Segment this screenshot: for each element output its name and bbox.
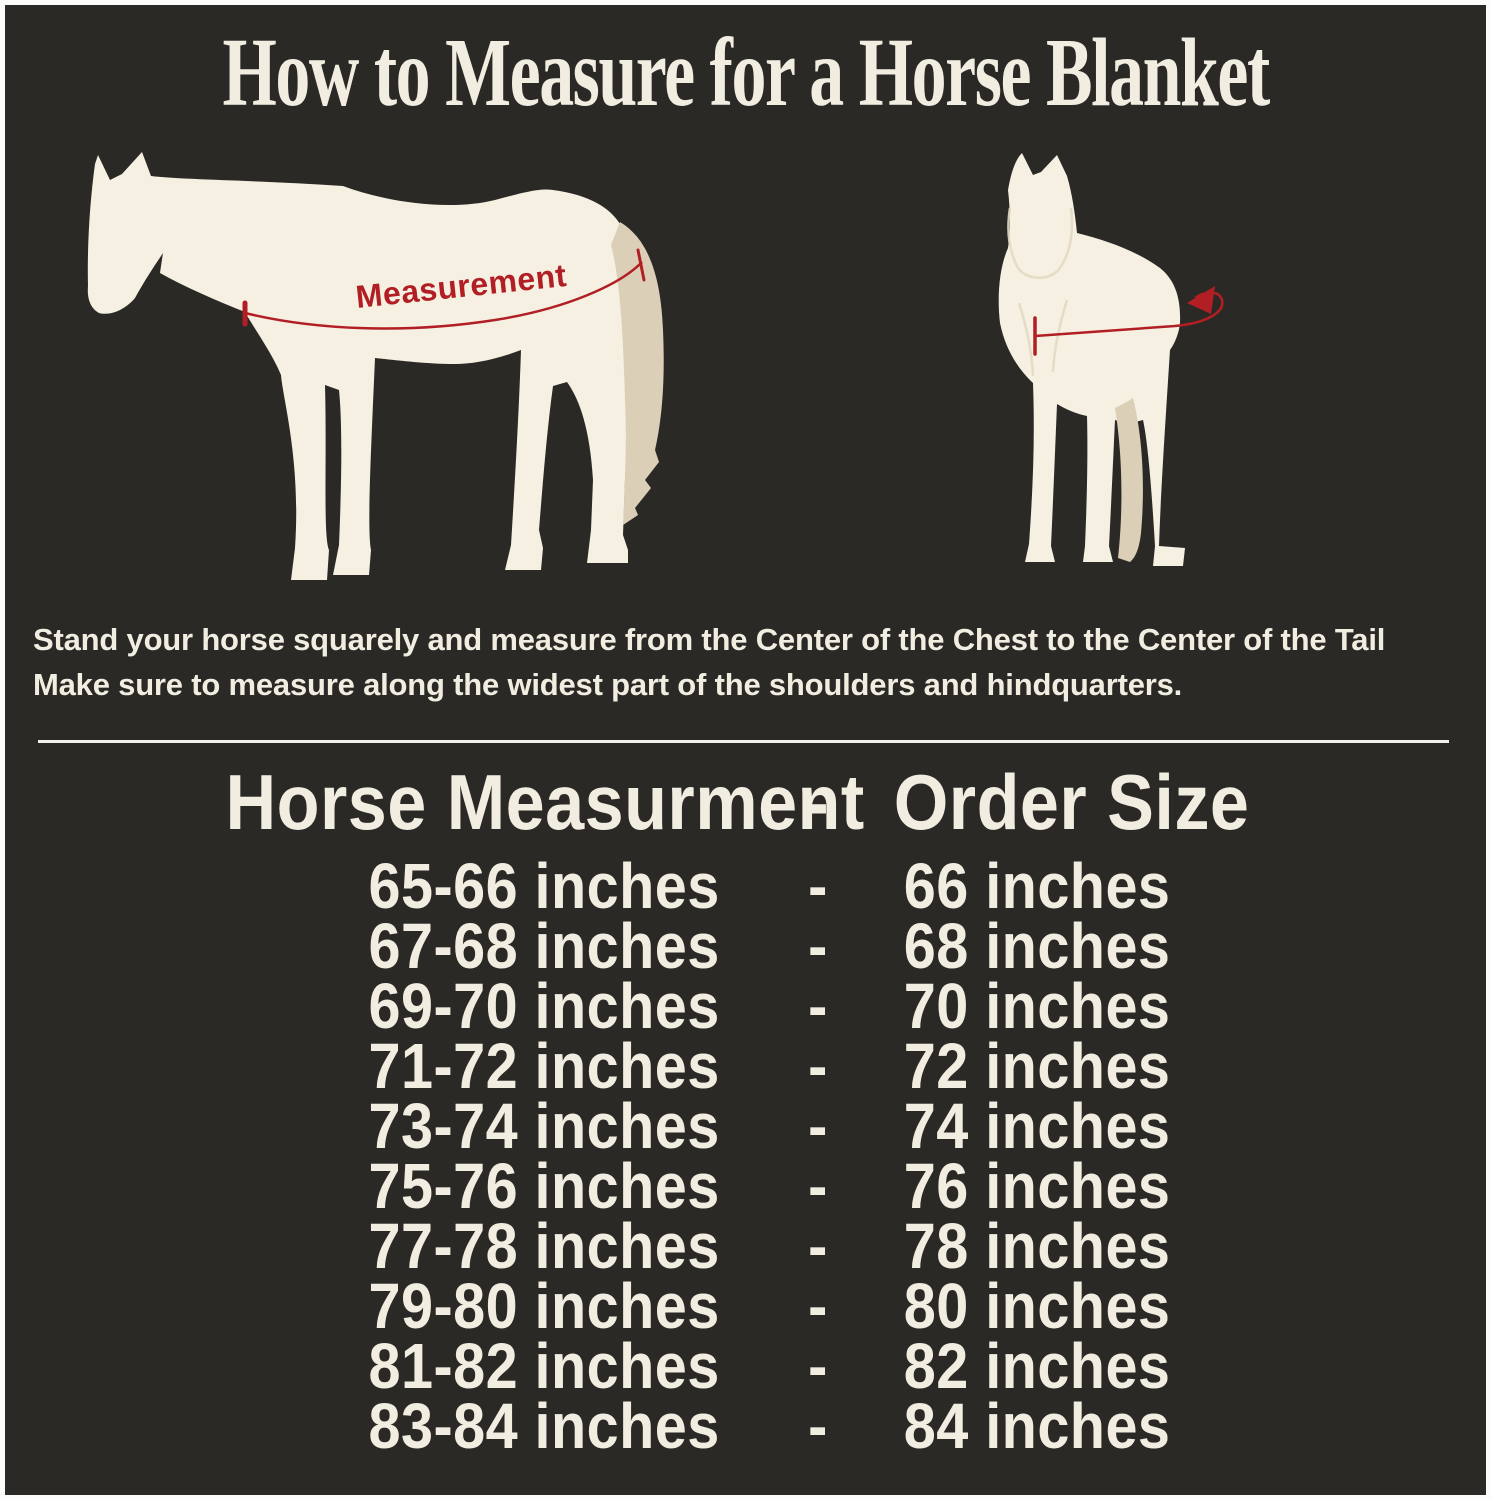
row-separator: - bbox=[807, 1090, 828, 1162]
page-title-text: How to Measure for a Horse Blanket bbox=[222, 19, 1270, 126]
table-row: 79-80 inches - 80 inches bbox=[5, 1269, 1486, 1342]
front-view-horse-illustration bbox=[998, 153, 1224, 566]
row-order-size: 74 inches bbox=[903, 1090, 1171, 1162]
table-row: 83-84 inches - 84 inches bbox=[5, 1389, 1486, 1462]
row-separator: - bbox=[807, 1390, 828, 1462]
row-order-size: 72 inches bbox=[903, 1030, 1171, 1102]
row-separator: - bbox=[807, 1150, 828, 1222]
page-title: How to Measure for a Horse Blanket bbox=[5, 17, 1486, 128]
table-row: 81-82 inches - 82 inches bbox=[5, 1329, 1486, 1402]
spacer bbox=[1275, 802, 1486, 803]
table-row: 69-70 inches - 70 inches bbox=[5, 969, 1486, 1042]
table-row: 73-74 inches - 74 inches bbox=[5, 1089, 1486, 1162]
divider-line bbox=[38, 740, 1449, 743]
row-order-size: 70 inches bbox=[903, 970, 1171, 1042]
side-horse-tail bbox=[611, 222, 664, 525]
row-measurement: 69-70 inches bbox=[368, 970, 720, 1042]
row-measurement: 79-80 inches bbox=[368, 1270, 720, 1342]
table-row: 67-68 inches - 68 inches bbox=[5, 909, 1486, 982]
table-row: 71-72 inches - 72 inches bbox=[5, 1029, 1486, 1102]
table-row: 65-66 inches - 66 inches bbox=[5, 849, 1486, 922]
row-measurement: 73-74 inches bbox=[368, 1090, 720, 1162]
row-separator: - bbox=[807, 1330, 828, 1402]
row-measurement: 67-68 inches bbox=[368, 910, 720, 982]
row-order-size: 78 inches bbox=[903, 1210, 1171, 1282]
size-table-header: Horse Measurment - Order Size bbox=[5, 757, 1486, 846]
instructions: Stand your horse squarely and measure fr… bbox=[33, 617, 1476, 707]
side-horse-body bbox=[87, 152, 629, 580]
row-separator: - bbox=[807, 1030, 828, 1102]
measurement-arrow-icon bbox=[1187, 286, 1215, 314]
front-horse-tail bbox=[1115, 398, 1143, 562]
row-separator: - bbox=[807, 910, 828, 982]
row-order-size: 66 inches bbox=[903, 850, 1171, 922]
front-horse-contours bbox=[1007, 207, 1074, 377]
row-order-size: 82 inches bbox=[903, 1330, 1171, 1402]
front-measurement-line bbox=[1034, 291, 1224, 338]
measurement-line bbox=[244, 261, 643, 330]
row-measurement: 71-72 inches bbox=[368, 1030, 720, 1102]
row-measurement: 81-82 inches bbox=[368, 1330, 720, 1402]
instructions-line-2: Make sure to measure along the widest pa… bbox=[33, 667, 1183, 702]
side-view-horse-illustration: Measurement bbox=[87, 152, 664, 580]
header-measurement-col: Horse Measurment bbox=[225, 758, 865, 846]
header-order-col: Order Size bbox=[894, 758, 1250, 846]
instructions-line-1: Stand your horse squarely and measure fr… bbox=[33, 622, 1386, 657]
row-measurement: 75-76 inches bbox=[368, 1150, 720, 1222]
row-measurement: 83-84 inches bbox=[368, 1390, 720, 1462]
row-separator: - bbox=[807, 1210, 828, 1282]
row-measurement: 65-66 inches bbox=[368, 850, 720, 922]
row-order-size: 84 inches bbox=[903, 1390, 1171, 1462]
size-table: Horse Measurment - Order Size 65-66 inch… bbox=[5, 757, 1486, 1462]
table-row: 77-78 inches - 78 inches bbox=[5, 1209, 1486, 1282]
row-order-size: 68 inches bbox=[903, 910, 1171, 982]
table-row: 75-76 inches - 76 inches bbox=[5, 1149, 1486, 1222]
row-order-size: 80 inches bbox=[903, 1270, 1171, 1342]
row-measurement: 77-78 inches bbox=[368, 1210, 720, 1282]
front-horse-body bbox=[998, 153, 1185, 566]
row-separator: - bbox=[807, 1270, 828, 1342]
row-separator: - bbox=[807, 970, 828, 1042]
spacer bbox=[5, 802, 190, 803]
measurement-end-tick bbox=[636, 248, 646, 282]
row-order-size: 76 inches bbox=[903, 1150, 1171, 1222]
row-separator: - bbox=[807, 850, 828, 922]
header-separator: - bbox=[805, 758, 830, 846]
